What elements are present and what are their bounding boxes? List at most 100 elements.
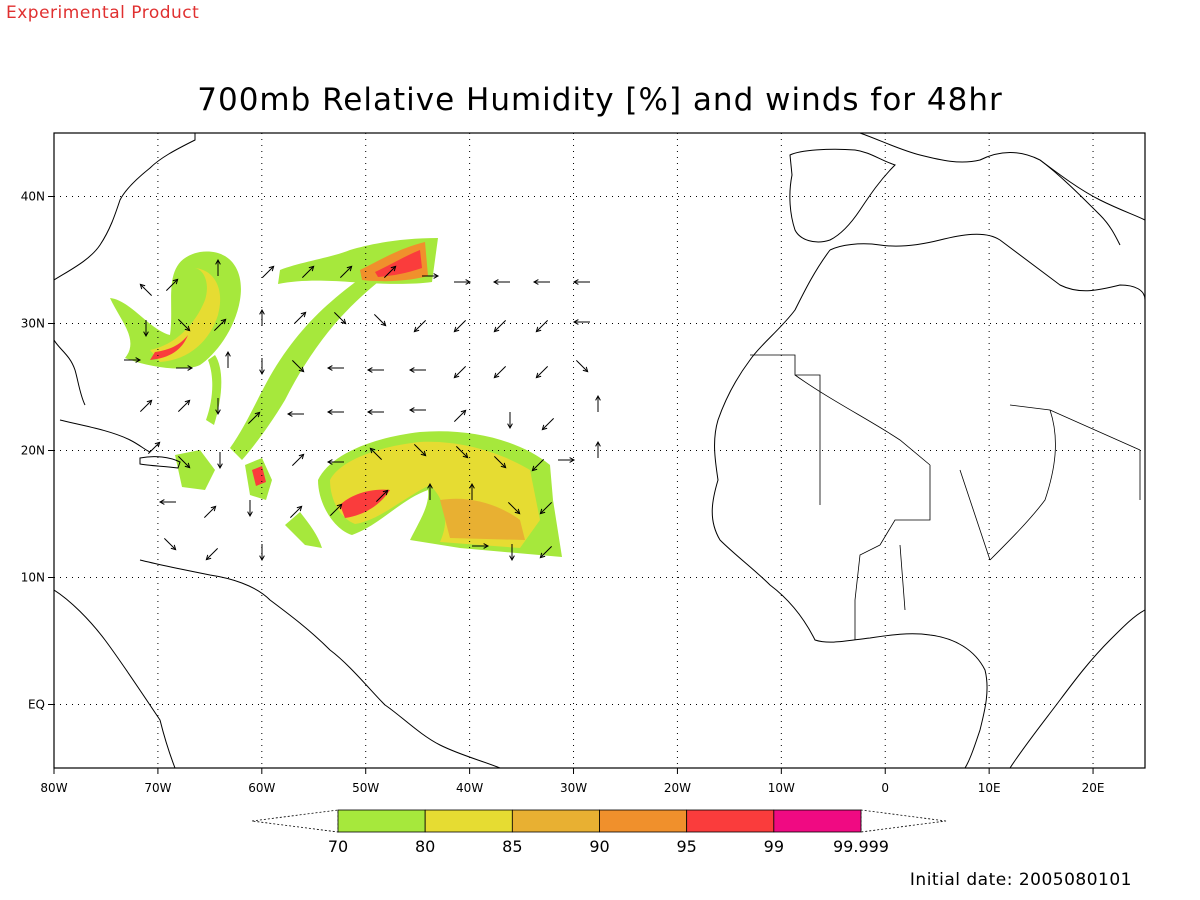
wind-arrow xyxy=(139,283,153,297)
wind-arrow xyxy=(575,359,589,373)
map-frame xyxy=(53,132,1146,769)
north-america-coastline xyxy=(54,133,196,281)
rh-area-central-band xyxy=(285,512,322,548)
wind-arrow xyxy=(422,273,440,279)
lat-tick-label: 40N xyxy=(21,190,45,204)
florida-coastline xyxy=(54,339,86,406)
wind-arrow xyxy=(492,279,510,285)
wind-arrow xyxy=(124,357,142,363)
wind-arrow xyxy=(203,505,217,519)
wind-arrow xyxy=(215,258,221,276)
africa-coastline xyxy=(711,233,1145,768)
wind-arrow xyxy=(507,412,513,430)
lon-tick-label: 50W xyxy=(352,781,379,795)
italy-coastline xyxy=(1039,159,1121,246)
colorbar-label: 99 xyxy=(764,837,784,856)
coastlines xyxy=(54,133,1145,768)
wind-arrow xyxy=(329,503,343,517)
wind-arrow xyxy=(427,482,433,500)
wind-arrow xyxy=(326,365,344,371)
wind-arrow xyxy=(539,501,553,515)
rh-area-band xyxy=(230,260,396,460)
wind-arrow xyxy=(326,459,344,465)
wind-arrow xyxy=(261,265,275,279)
wind-arrow xyxy=(375,489,389,503)
lat-tick-label: 30N xyxy=(21,317,45,331)
wind-arrow xyxy=(453,365,467,379)
rh-area-nw-core xyxy=(150,268,221,362)
rh-area-central-red xyxy=(340,489,390,518)
wind-arrow xyxy=(259,308,265,326)
wind-vectors xyxy=(124,258,601,562)
wind-arrow xyxy=(509,544,515,562)
wind-arrow xyxy=(493,319,507,333)
wind-arrow xyxy=(205,547,219,561)
wind-arrow xyxy=(595,440,601,458)
rh-area-nw-red xyxy=(150,335,188,360)
wind-arrow xyxy=(177,399,191,413)
wind-arrow xyxy=(289,505,303,519)
wind-arrow xyxy=(373,313,387,327)
wind-arrow xyxy=(531,458,545,472)
wind-arrow xyxy=(408,407,426,413)
rh-area-ne-red xyxy=(375,250,422,277)
wind-arrow xyxy=(217,452,223,470)
rh-area-caribbean xyxy=(175,450,215,490)
wind-arrow xyxy=(469,482,475,500)
wind-arrow xyxy=(247,500,253,518)
lon-tick-label: 40W xyxy=(456,781,483,795)
wind-arrow xyxy=(139,399,153,413)
wind-arrow xyxy=(454,279,472,285)
lon-tick-label: 30W xyxy=(560,781,587,795)
wind-arrow xyxy=(383,265,397,279)
wind-arrow xyxy=(541,417,555,431)
wind-arrow xyxy=(286,411,304,417)
wind-arrow xyxy=(333,311,347,325)
wind-arrow xyxy=(339,265,353,279)
lon-tick-label: 10E xyxy=(978,781,1001,795)
latitude-axis: 40N 30N 20N 10N EQ xyxy=(21,190,54,712)
wind-arrow xyxy=(176,365,194,371)
colorbar: 70 80 85 90 95 99 99.999 xyxy=(251,809,947,856)
cuba-coastline xyxy=(59,419,151,453)
wind-arrow xyxy=(213,318,227,332)
lon-tick-label: 20E xyxy=(1082,781,1105,795)
wind-arrow xyxy=(165,278,179,292)
europe-coastline xyxy=(859,133,1145,221)
colorbar-label: 95 xyxy=(676,837,696,856)
wind-arrow xyxy=(595,394,601,412)
wind-arrow xyxy=(366,367,384,373)
wind-arrow xyxy=(572,279,590,285)
wind-arrow xyxy=(259,544,265,562)
wind-arrow xyxy=(366,409,384,415)
colorbar-segment xyxy=(511,809,600,833)
colorbar-segment xyxy=(773,809,862,833)
colorbar-label: 90 xyxy=(589,837,609,856)
lon-tick-label: 80W xyxy=(40,781,67,795)
grid-lines xyxy=(54,133,1145,768)
rh-area-central-orange xyxy=(440,498,525,540)
wind-arrow xyxy=(326,409,344,415)
colorbar-segment xyxy=(686,809,775,833)
country-borders xyxy=(750,354,1141,640)
longitude-axis: 80W 70W 60W 50W 40W 30W 20W 10W 0 10E 20E xyxy=(40,768,1104,795)
wind-arrow xyxy=(163,537,177,551)
lat-tick-label: 10N xyxy=(21,571,45,585)
lon-tick-label: 20W xyxy=(664,781,691,795)
lat-tick-label: EQ xyxy=(28,698,45,712)
central-america-coastline xyxy=(54,589,176,768)
colorbar-segment xyxy=(337,809,426,833)
wind-arrow xyxy=(291,453,305,467)
wind-arrow xyxy=(301,265,315,279)
wind-arrow xyxy=(507,501,521,515)
iberia-coastline xyxy=(789,148,896,243)
wind-arrow xyxy=(539,545,553,559)
south-america-coastline xyxy=(139,559,501,768)
wind-arrow xyxy=(215,398,221,416)
lon-tick-label: 10W xyxy=(768,781,795,795)
colorbar-label: 70 xyxy=(328,837,348,856)
lon-tick-label: 60W xyxy=(248,781,275,795)
wind-arrow xyxy=(472,543,490,549)
wind-arrow xyxy=(158,499,176,505)
